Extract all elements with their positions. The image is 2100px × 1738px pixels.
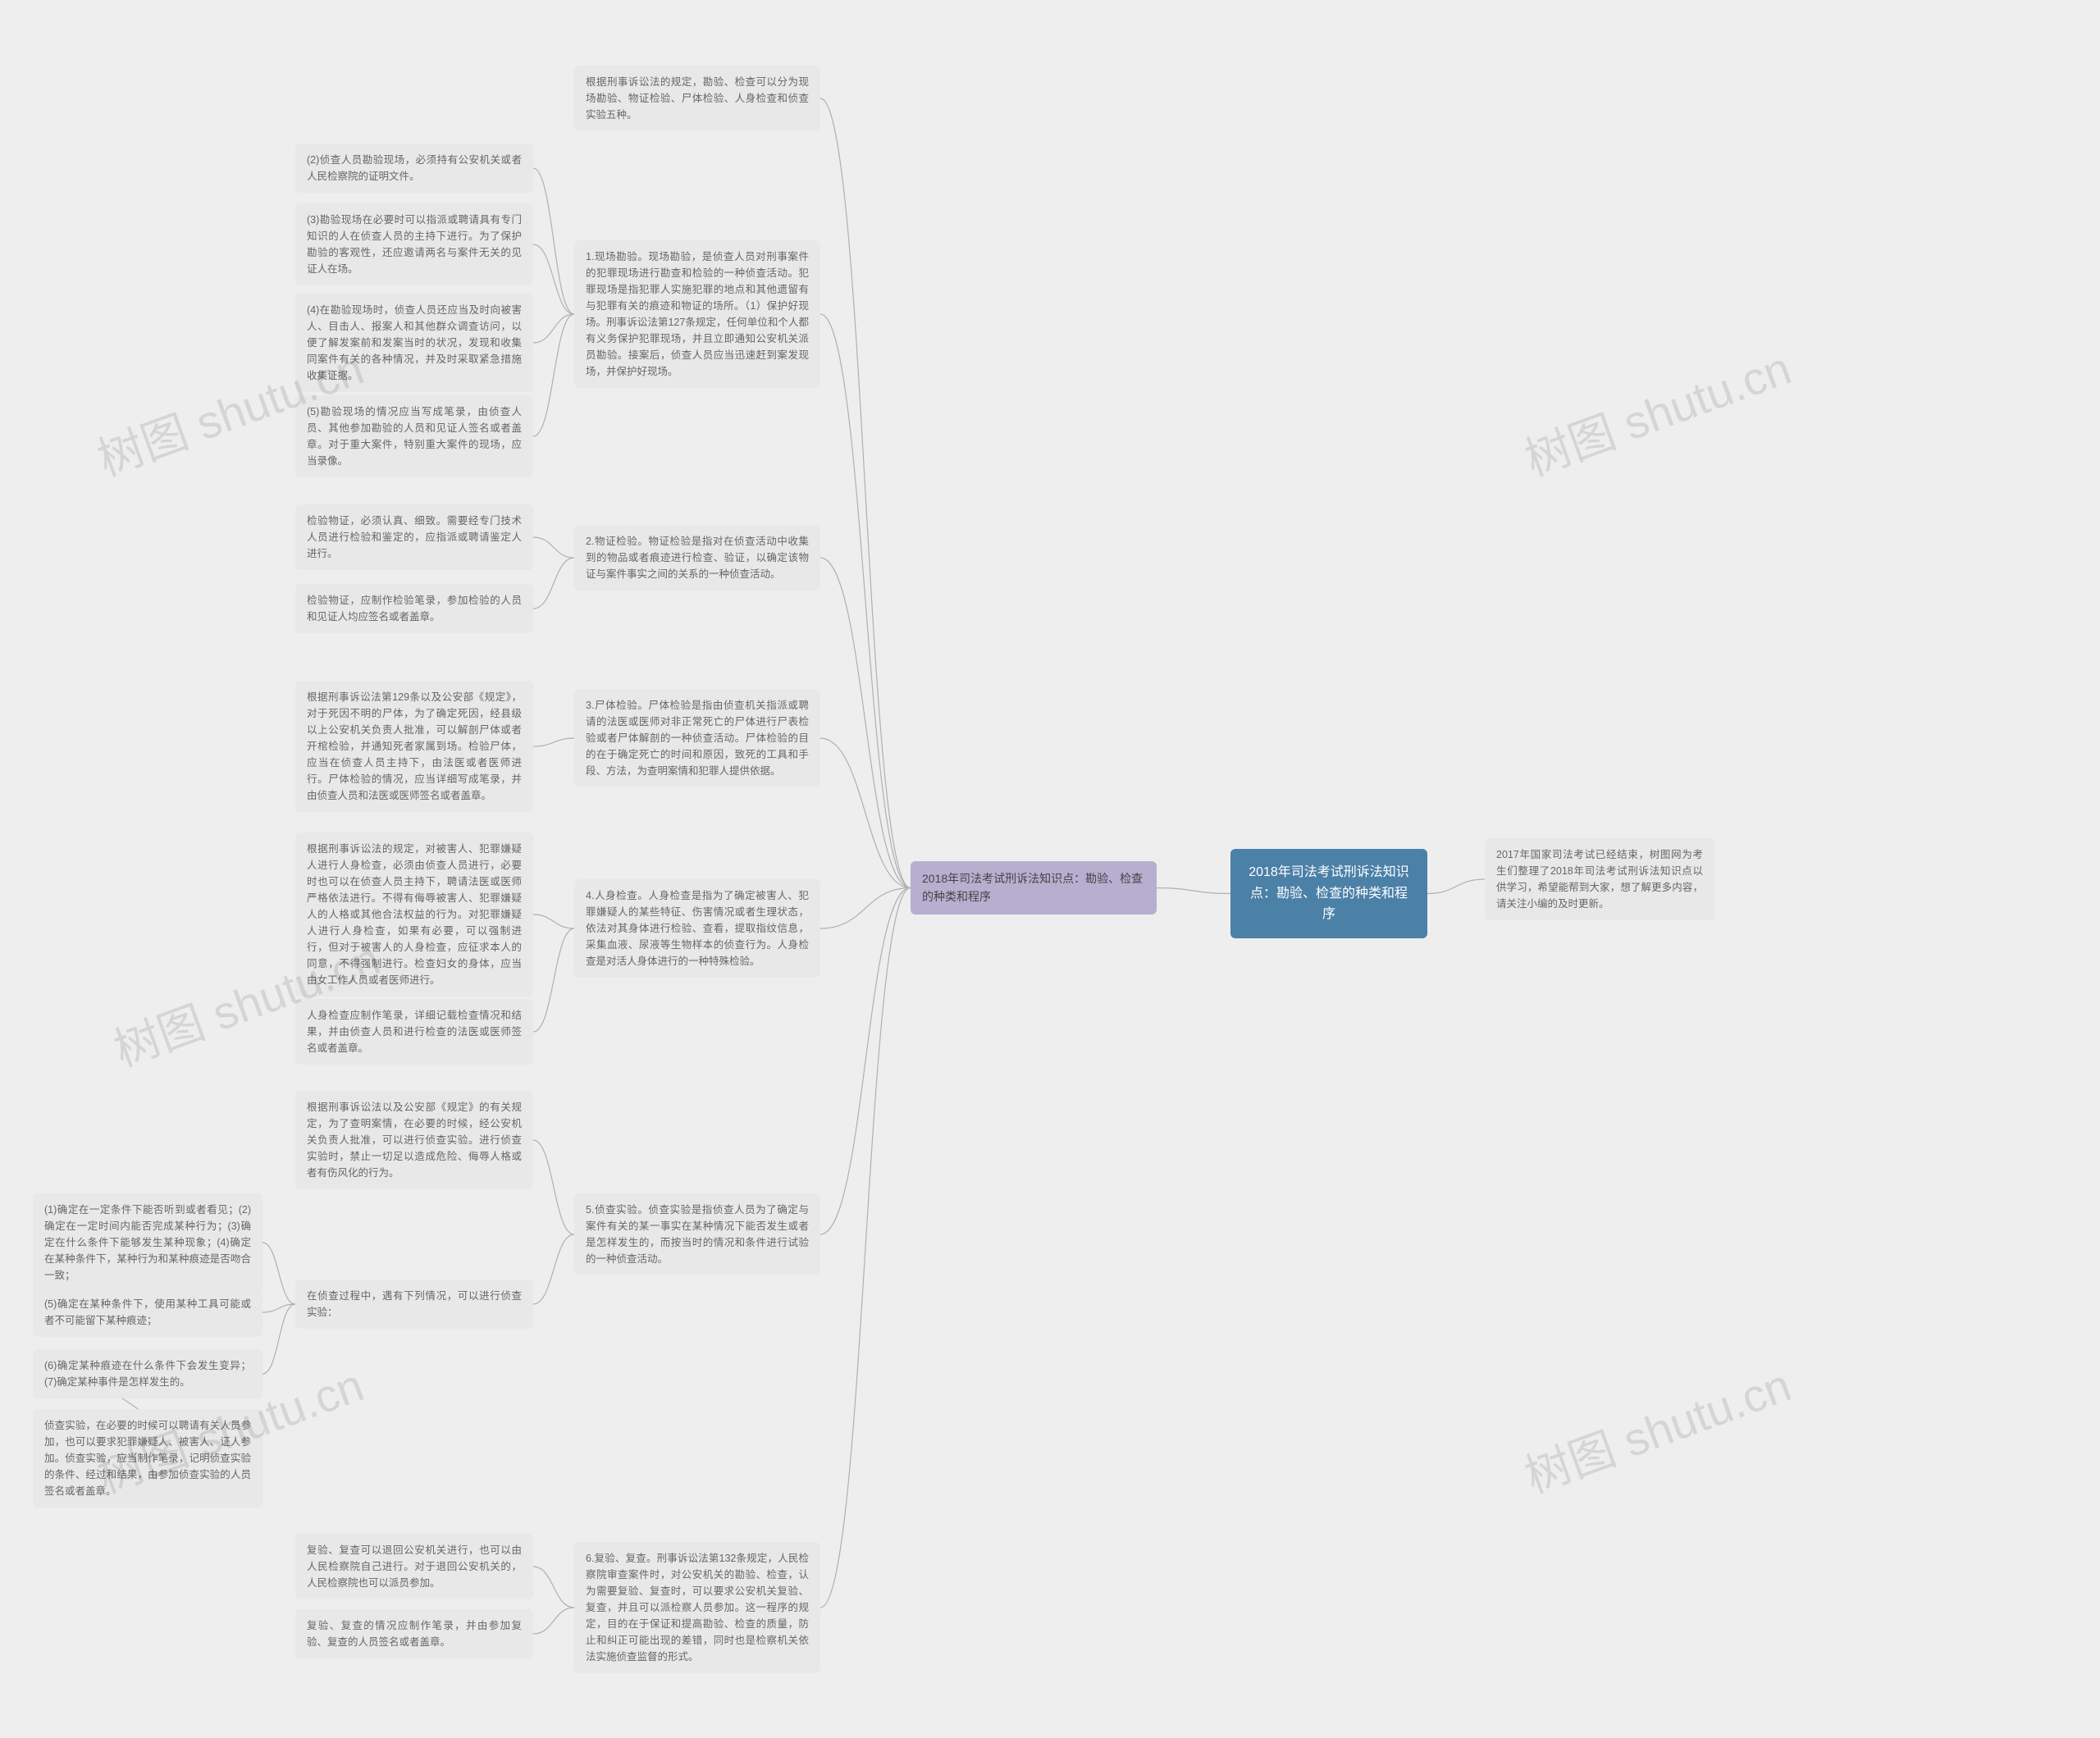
leaf-node: (4)在勘验现场时，侦查人员还应当及时向被害人、目击人、报案人和其他群众调查访问… bbox=[295, 294, 533, 392]
leaf-node: 2.物证检验。物证检验是指对在侦查活动中收集到的物品或者痕迹进行检查、验证，以确… bbox=[574, 525, 820, 591]
leaf-node: (2)侦查人员勘验现场，必须持有公安机关或者人民检察院的证明文件。 bbox=[295, 144, 533, 193]
leaf-node: 检验物证，必须认真、细致。需要经专门技术人员进行检验和鉴定的，应指派或聘请鉴定人… bbox=[295, 504, 533, 570]
leaf-node: 根据刑事诉讼法的规定，对被害人、犯罪嫌疑人进行人身检查，必须由侦查人员进行，必要… bbox=[295, 833, 533, 997]
leaf-node: 复验、复查可以退回公安机关进行，也可以由人民检察院自己进行。对于退回公安机关的，… bbox=[295, 1534, 533, 1599]
right-summary-node: 2017年国家司法考试已经结束，树图网为考生们整理了2018年司法考试刑诉法知识… bbox=[1485, 838, 1714, 920]
leaf-node: 3.尸体检验。尸体检验是指由侦查机关指派或聘请的法医或医师对非正常死亡的尸体进行… bbox=[574, 689, 820, 787]
watermark: 树图 shutu.cn bbox=[1514, 1348, 1799, 1506]
root-text: 2018年司法考试刑诉法知识点：勘验、检查的种类和程序 bbox=[1249, 865, 1409, 921]
leaf-node: 4.人身检查。人身检查是指为了确定被害人、犯罪嫌疑人的某些特征、伤害情况或者生理… bbox=[574, 879, 820, 978]
leaf-node: (5)确定在某种条件下，使用某种工具可能或者不可能留下某种痕迹； bbox=[33, 1288, 262, 1337]
leaf-node: (3)勘验现场在必要时可以指派或聘请具有专门知识的人在侦查人员的主持下进行。为了… bbox=[295, 203, 533, 285]
right-summary-text: 2017年国家司法考试已经结束，树图网为考生们整理了2018年司法考试刑诉法知识… bbox=[1496, 849, 1703, 910]
leaf-node: 复验、复查的情况应制作笔录，并由参加复验、复查的人员签名或者盖章。 bbox=[295, 1609, 533, 1658]
root-node: 2018年司法考试刑诉法知识点：勘验、检查的种类和程序 bbox=[1230, 849, 1427, 938]
leaf-node: 根据刑事诉讼法第129条以及公安部《规定》，对于死因不明的尸体，为了确定死因，经… bbox=[295, 681, 533, 812]
leaf-node: 根据刑事诉讼法以及公安部《规定》的有关规定，为了查明案情，在必要的时候，经公安机… bbox=[295, 1091, 533, 1189]
leaf-node: 根据刑事诉讼法的规定，勘验、检查可以分为现场勘验、物证检验、尸体检验、人身检查和… bbox=[574, 66, 820, 131]
leaf-node: (6)确定某种痕迹在什么条件下会发生变异；(7)确定某种事件是怎样发生的。 bbox=[33, 1349, 262, 1398]
sub-topic-text: 2018年司法考试刑诉法知识点：勘验、检查的种类和程序 bbox=[922, 872, 1143, 903]
leaf-node: (5)勘验现场的情况应当写成笔录，由侦查人员、其他参加勘验的人员和见证人签名或者… bbox=[295, 395, 533, 477]
sub-topic-node: 2018年司法考试刑诉法知识点：勘验、检查的种类和程序 bbox=[911, 861, 1157, 915]
leaf-node: 检验物证，应制作检验笔录，参加检验的人员和见证人均应签名或者盖章。 bbox=[295, 584, 533, 633]
leaf-node: 1.现场勘验。现场勘验，是侦查人员对刑事案件的犯罪现场进行勘查和检验的一种侦查活… bbox=[574, 240, 820, 388]
leaf-node: 在侦查过程中，遇有下列情况，可以进行侦查实验： bbox=[295, 1280, 533, 1329]
watermark: 树图 shutu.cn bbox=[1514, 331, 1799, 489]
leaf-node: 人身检查应制作笔录，详细记载检查情况和结果，并由侦查人员和进行检查的法医或医师签… bbox=[295, 999, 533, 1065]
leaf-node: 侦查实验，在必要的时候可以聘请有关人员参加，也可以要求犯罪嫌疑人、被害人、证人参… bbox=[33, 1409, 262, 1508]
leaf-node: 5.侦查实验。侦查实验是指侦查人员为了确定与案件有关的某一事实在某种情况下能否发… bbox=[574, 1193, 820, 1275]
leaf-node: 6.复验、复查。刑事诉讼法第132条规定，人民检察院审查案件时，对公安机关的勘验… bbox=[574, 1542, 820, 1673]
leaf-node: (1)确定在一定条件下能否听到或者看见；(2)确定在一定时间内能否完成某种行为；… bbox=[33, 1193, 262, 1292]
